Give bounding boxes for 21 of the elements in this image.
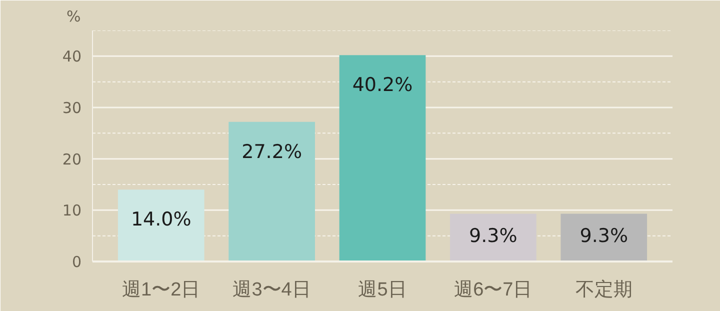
y-tick-label: 10 — [62, 202, 82, 220]
x-tick-label: 週3〜4日 — [232, 280, 311, 300]
data-label: 40.2% — [352, 74, 413, 96]
y-tick-label: 20 — [62, 150, 82, 168]
y-tick-label: 40 — [62, 48, 82, 66]
x-tick-label: 不定期 — [575, 278, 632, 300]
x-tick-label: 週5日 — [358, 280, 407, 300]
bar — [450, 214, 536, 262]
data-label: 9.3% — [580, 224, 628, 247]
data-label: 27.2% — [242, 140, 302, 163]
bar — [560, 214, 648, 262]
y-tick-label: 0 — [72, 253, 82, 271]
y-tick-label: 30 — [62, 99, 82, 117]
x-tick-label: 週1〜2日 — [122, 280, 200, 300]
data-label: 14.0% — [130, 208, 192, 231]
bar — [228, 122, 315, 262]
bar — [339, 55, 426, 262]
data-label: 9.3% — [469, 224, 518, 247]
bar — [118, 190, 204, 262]
x-tick-label: 週6〜7日 — [454, 280, 532, 300]
y-axis-title: % — [66, 8, 81, 26]
